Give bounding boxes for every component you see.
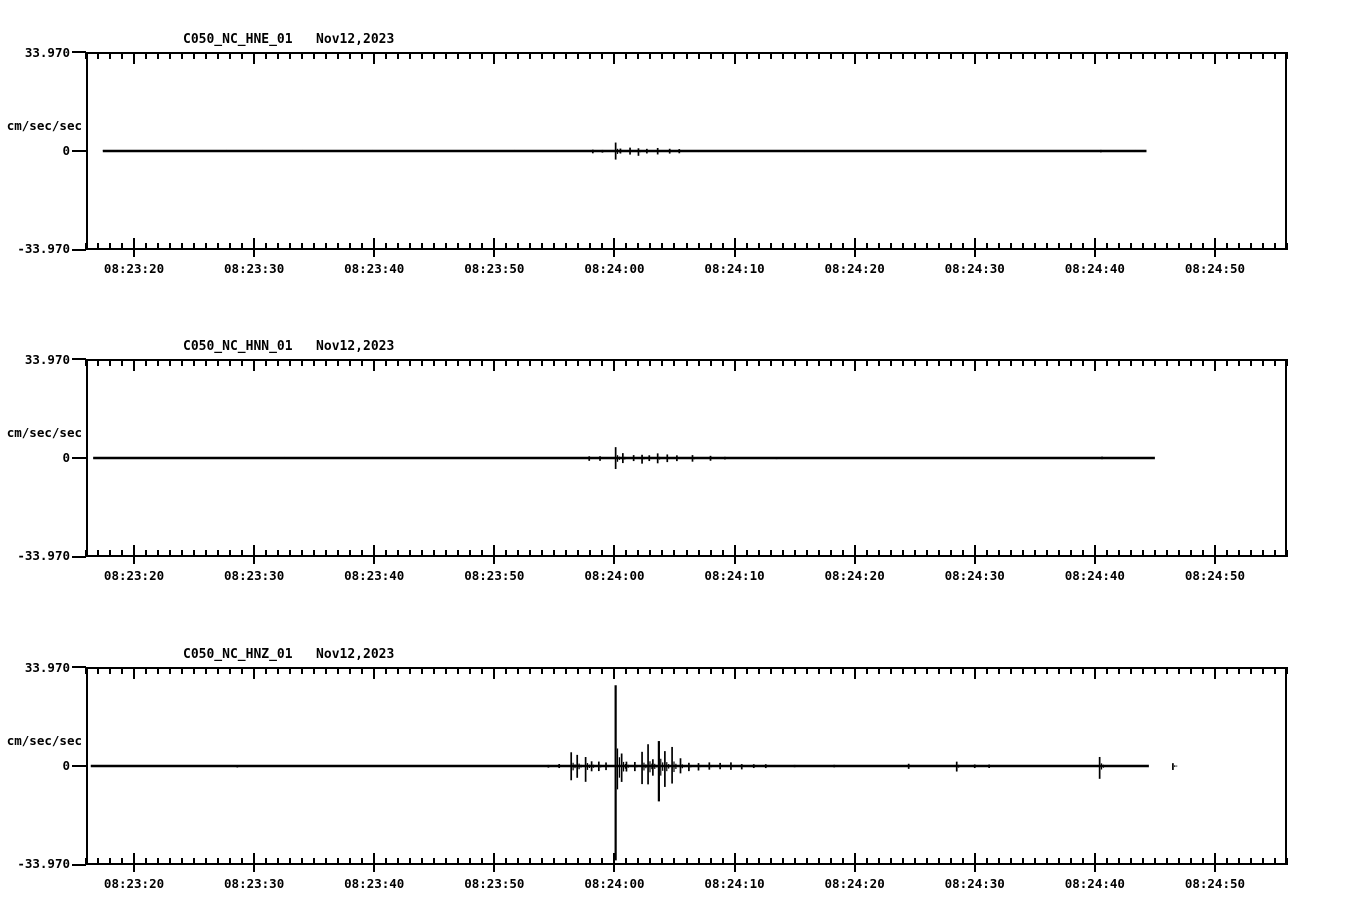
x-major-tick-outer — [1093, 865, 1096, 872]
x-tick-label: 08:23:40 — [344, 261, 405, 276]
y-axis-unit-label-hne: cm/sec/sec — [6, 118, 82, 133]
y-axis-max-label-hnz: 33.970 — [24, 660, 70, 675]
x-major-tick-outer — [973, 865, 976, 872]
x-major-tick-outer — [373, 865, 376, 872]
waveform-trace-hnz — [90, 685, 1178, 861]
x-major-tick-outer — [253, 557, 256, 564]
x-major-tick-outer — [733, 250, 736, 257]
x-tick-label: 08:24:40 — [1064, 568, 1125, 583]
y-axis-zero-label-hnz: 0 — [62, 758, 70, 773]
x-tick-label: 08:24:30 — [944, 568, 1005, 583]
x-tick-label: 08:24:30 — [944, 261, 1005, 276]
y-axis-zero-label-hne: 0 — [62, 143, 70, 158]
x-major-tick-outer — [973, 250, 976, 257]
waveform-trace-hne — [102, 142, 1147, 160]
x-tick-label: 08:23:20 — [103, 261, 165, 276]
x-major-tick-outer — [373, 557, 376, 564]
x-major-tick-outer — [133, 557, 136, 564]
x-tick-label: 08:24:00 — [584, 261, 645, 276]
x-tick-label: 08:23:50 — [464, 568, 525, 583]
x-tick-label: 08:24:00 — [584, 568, 645, 583]
plot-area-hnn — [72, 358, 1288, 564]
seismogram-panel-hnz: C050_NC_HNZ_01 Nov12,2023 33.970 cm/sec/… — [0, 615, 1358, 924]
x-tick-label: 08:24:50 — [1184, 876, 1246, 891]
x-major-tick-outer — [613, 250, 616, 257]
x-major-tick-outer — [733, 557, 736, 564]
x-tick-label: 08:24:20 — [824, 568, 885, 583]
x-tick-label: 08:24:40 — [1064, 876, 1125, 891]
y-tick-zero — [72, 765, 86, 767]
x-tick-label: 08:24:10 — [704, 568, 765, 583]
x-major-tick-outer — [253, 250, 256, 257]
x-major-tick-outer — [733, 865, 736, 872]
y-tick-zero — [72, 457, 86, 459]
x-tick-label: 08:24:50 — [1184, 568, 1246, 583]
y-tick-min — [72, 249, 86, 251]
x-tick-label: 08:24:10 — [704, 261, 765, 276]
x-tick-label: 08:23:30 — [224, 261, 285, 276]
x-tick-label: 08:23:30 — [224, 876, 285, 891]
x-tick-label: 08:23:30 — [224, 568, 285, 583]
x-tick-label: 08:24:40 — [1064, 261, 1125, 276]
y-axis-unit-label-hnn: cm/sec/sec — [6, 425, 82, 440]
x-major-tick-outer — [1093, 250, 1096, 257]
y-axis-min-label-hnz: -33.970 — [17, 856, 70, 871]
x-major-tick-outer — [253, 865, 256, 872]
x-major-tick-outer — [1213, 557, 1216, 564]
x-major-tick-outer — [493, 250, 496, 257]
x-major-tick-outer — [613, 557, 616, 564]
x-major-tick-outer — [973, 557, 976, 564]
x-major-tick-outer — [1213, 865, 1216, 872]
seismogram-panel-hne: C050_NC_HNE_01 Nov12,2023 33.970 cm/sec/… — [0, 0, 1358, 300]
x-tick-label: 08:23:20 — [103, 568, 165, 583]
x-major-tick-outer — [853, 557, 856, 564]
plot-area-hnz — [72, 666, 1288, 872]
panel-title-hnn: C050_NC_HNN_01 Nov12,2023 — [183, 339, 395, 354]
y-tick-min — [72, 864, 86, 866]
x-major-tick-outer — [1093, 557, 1096, 564]
y-axis-min-label-hnn: -33.970 — [17, 548, 70, 563]
waveform-trace-hnn — [92, 447, 1155, 470]
x-major-tick-outer — [1213, 250, 1216, 257]
x-major-tick-outer — [493, 557, 496, 564]
x-major-tick-outer — [133, 865, 136, 872]
y-axis-unit-label-hnz: cm/sec/sec — [6, 733, 82, 748]
y-tick-min — [72, 556, 86, 558]
plot-area-hne — [72, 51, 1288, 257]
x-tick-label: 08:24:00 — [584, 876, 645, 891]
x-tick-label: 08:23:50 — [464, 261, 525, 276]
y-axis-max-label-hne: 33.970 — [24, 45, 70, 60]
x-tick-label: 08:24:20 — [824, 876, 885, 891]
y-tick-zero — [72, 150, 86, 152]
y-axis-min-label-hne: -33.970 — [17, 241, 70, 256]
x-major-tick-outer — [493, 865, 496, 872]
x-tick-label: 08:24:50 — [1184, 261, 1246, 276]
x-tick-label: 08:23:40 — [344, 568, 405, 583]
x-major-tick-outer — [373, 250, 376, 257]
y-tick-max — [72, 666, 86, 668]
x-tick-label: 08:23:50 — [464, 876, 525, 891]
x-major-tick-outer — [613, 865, 616, 872]
x-major-tick-outer — [853, 250, 856, 257]
x-major-tick-outer — [853, 865, 856, 872]
x-tick-label: 08:24:30 — [944, 876, 1005, 891]
y-tick-max — [72, 358, 86, 360]
panel-title-hnz: C050_NC_HNZ_01 Nov12,2023 — [183, 647, 395, 662]
seismogram-panel-hnn: C050_NC_HNN_01 Nov12,2023 33.970 cm/sec/… — [0, 307, 1358, 607]
y-tick-max — [72, 51, 86, 53]
y-axis-max-label-hnn: 33.970 — [24, 352, 70, 367]
x-major-tick-outer — [133, 250, 136, 257]
x-tick-label: 08:23:20 — [103, 876, 165, 891]
x-tick-label: 08:23:40 — [344, 876, 405, 891]
y-axis-zero-label-hnn: 0 — [62, 450, 70, 465]
x-tick-label: 08:24:10 — [704, 876, 765, 891]
panel-title-hne: C050_NC_HNE_01 Nov12,2023 — [183, 32, 395, 47]
x-tick-label: 08:24:20 — [824, 261, 885, 276]
